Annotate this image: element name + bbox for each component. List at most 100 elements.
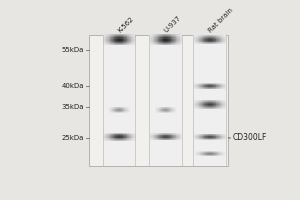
Bar [214,40,215,41]
Bar [112,42,113,43]
Bar [198,103,199,104]
Bar [167,133,168,134]
Bar [149,44,150,45]
Bar [202,84,203,85]
Bar [113,108,114,109]
Bar [205,136,206,137]
Bar [131,138,132,139]
Bar [179,36,180,37]
Bar [153,138,154,139]
Bar [222,36,223,37]
Bar [171,41,172,42]
Bar [199,88,200,89]
Bar [216,135,217,136]
Bar [213,84,214,85]
Bar [112,135,113,136]
Bar [119,42,120,43]
Bar [173,36,174,37]
Bar [214,41,215,42]
Bar [175,110,176,111]
Bar [113,136,114,137]
Bar [223,139,224,140]
Bar [206,100,207,101]
Bar [205,151,206,152]
Bar [197,39,198,40]
Bar [224,107,225,108]
Bar [164,133,165,134]
Bar [105,139,106,140]
Bar [127,109,128,110]
Bar [113,39,114,40]
Bar [177,43,178,44]
Bar [121,37,122,39]
Bar [115,40,116,41]
Bar [158,112,159,113]
Bar [169,138,170,139]
Bar [217,101,218,102]
Bar [217,108,218,109]
Bar [149,35,182,166]
Bar [172,110,173,111]
Bar [170,36,171,37]
Bar [202,155,203,156]
Bar [201,107,202,108]
Bar [158,108,159,109]
Bar [201,136,202,137]
Bar [203,137,204,138]
Bar [195,38,196,39]
Bar [170,138,171,139]
Bar [152,39,153,40]
Bar [109,37,110,39]
Bar [195,39,196,40]
Bar [217,41,218,42]
Bar [110,41,111,42]
Bar [217,134,218,135]
Bar [210,139,211,140]
Bar [204,39,205,40]
Bar [133,137,134,138]
Bar [158,43,159,44]
Bar [219,42,220,43]
Bar [218,38,219,39]
Bar [195,106,196,107]
Bar [110,44,111,45]
Bar [202,43,203,44]
Bar [224,43,225,44]
Bar [123,135,124,136]
Bar [116,139,117,140]
Bar [158,40,159,41]
Bar [200,40,201,41]
Bar [108,34,109,35]
Bar [194,88,195,89]
Bar [125,133,126,134]
Bar [209,104,210,105]
Bar [160,107,161,108]
Bar [162,39,163,40]
Bar [126,107,127,108]
Bar [174,35,175,36]
Bar [218,37,219,38]
Bar [200,101,201,102]
Bar [158,107,159,108]
Bar [198,102,199,103]
Bar [200,84,201,85]
Bar [212,102,213,103]
Bar [133,39,134,40]
Bar [201,135,202,136]
Bar [215,40,216,41]
Bar [113,135,114,136]
Bar [130,36,131,37]
Bar [119,107,120,108]
Bar [132,135,133,136]
Bar [168,109,169,110]
Bar [207,87,208,88]
Bar [125,135,126,136]
Bar [224,108,225,109]
Bar [159,108,160,109]
Bar [151,44,152,45]
Bar [198,134,199,135]
Bar [172,42,173,43]
Bar [206,104,207,105]
Bar [125,108,126,109]
Bar [117,139,118,140]
